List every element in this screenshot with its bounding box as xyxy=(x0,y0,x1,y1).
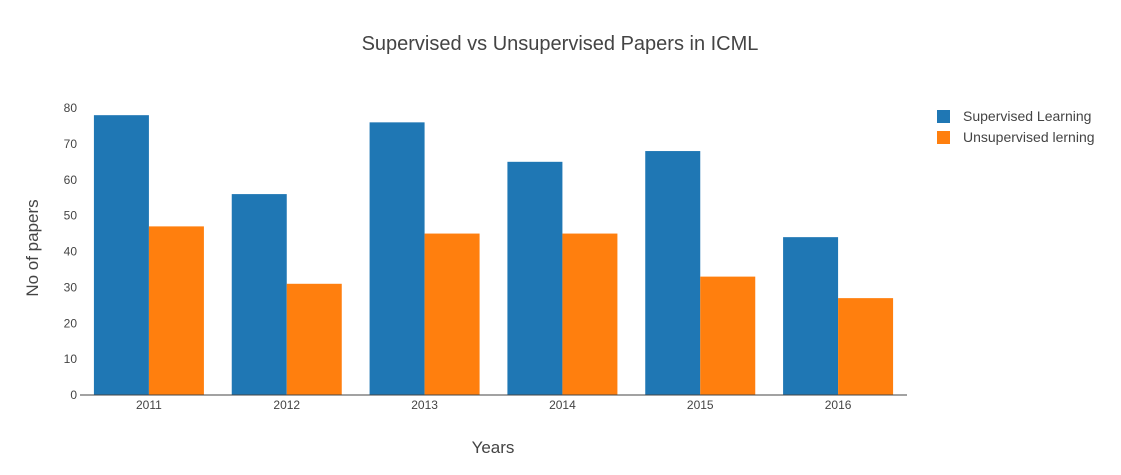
y-tick-label: 80 xyxy=(64,101,78,115)
x-axis: 2011 2012 2013 2014 2015 2016 xyxy=(136,398,852,412)
x-tick-label: 2016 xyxy=(825,398,852,412)
x-tick-label: 2015 xyxy=(687,398,714,412)
bars xyxy=(93,115,894,396)
legend-label[interactable]: Supervised Learning xyxy=(963,108,1091,124)
y-tick-label: 30 xyxy=(64,280,78,294)
y-tick-label: 0 xyxy=(70,388,77,402)
y-tick-label: 70 xyxy=(64,137,78,151)
x-tick-label: 2013 xyxy=(411,398,438,412)
y-tick-label: 40 xyxy=(64,245,78,259)
bar-supervised-learning-2011[interactable] xyxy=(93,115,149,396)
y-axis-title: No of papers xyxy=(23,199,42,296)
x-axis-title: Years xyxy=(472,438,515,457)
legend-swatch[interactable] xyxy=(937,110,950,123)
x-tick-label: 2014 xyxy=(549,398,576,412)
bar-supervised-learning-2014[interactable] xyxy=(507,161,563,395)
bar-unsupervised-lerning-2015[interactable] xyxy=(700,276,756,395)
bar-supervised-learning-2012[interactable] xyxy=(231,194,287,395)
y-tick-label: 20 xyxy=(64,316,78,330)
bar-supervised-learning-2013[interactable] xyxy=(369,122,425,395)
bar-unsupervised-lerning-2014[interactable] xyxy=(562,233,618,395)
bar-supervised-learning-2016[interactable] xyxy=(783,237,839,395)
bar-unsupervised-lerning-2012[interactable] xyxy=(286,283,342,395)
bar-unsupervised-lerning-2016[interactable] xyxy=(838,298,894,395)
y-axis: 0 10 20 30 40 50 60 70 80 xyxy=(64,101,78,402)
x-tick-label: 2011 xyxy=(136,398,162,412)
legend[interactable]: Supervised Learning Unsupervised lerning xyxy=(937,108,1095,145)
y-tick-label: 60 xyxy=(64,173,78,187)
bar-unsupervised-lerning-2011[interactable] xyxy=(148,226,204,395)
y-tick-label: 50 xyxy=(64,209,78,223)
chart-title: Supervised vs Unsupervised Papers in ICM… xyxy=(362,33,759,55)
bar-supervised-learning-2015[interactable] xyxy=(645,151,701,395)
legend-label[interactable]: Unsupervised lerning xyxy=(963,129,1095,145)
y-tick-label: 10 xyxy=(64,352,78,366)
bar-unsupervised-lerning-2013[interactable] xyxy=(424,233,480,395)
x-tick-label: 2012 xyxy=(273,398,300,412)
legend-swatch[interactable] xyxy=(937,131,950,144)
